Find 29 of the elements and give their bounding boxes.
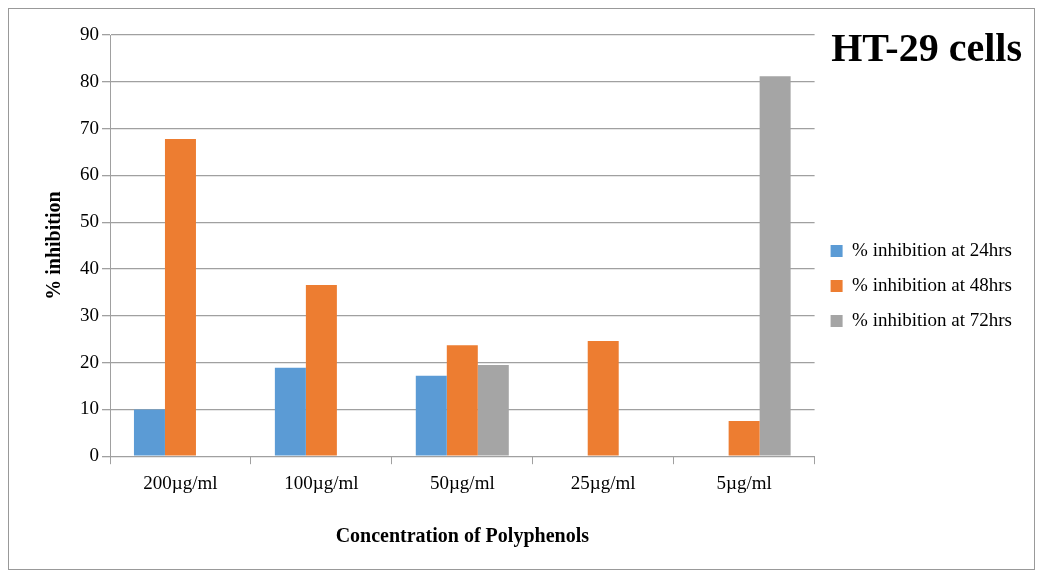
x-axis-title: Concentration of Polyphenols	[335, 524, 590, 548]
y-tick-label: 70	[80, 116, 99, 138]
x-tick-label: 25µg/ml	[570, 471, 636, 493]
y-tick-label: 10	[80, 397, 99, 419]
y-tick-label: 30	[80, 303, 99, 325]
bar	[587, 341, 619, 456]
y-tick-label: 60	[80, 163, 99, 185]
x-tick-label: 100µg/ml	[284, 471, 359, 493]
x-tick-label: 200µg/ml	[143, 471, 218, 493]
x-tick-label: 50µg/ml	[429, 471, 495, 493]
y-tick-label: 40	[80, 256, 99, 278]
bar	[274, 367, 306, 456]
legend-label: % inhibition at 48hrs	[852, 273, 1012, 295]
bar	[415, 375, 447, 456]
bar	[446, 345, 478, 456]
legend-label: % inhibition at 72hrs	[852, 308, 1012, 330]
bar	[728, 421, 760, 456]
text: HT-29 cells	[831, 25, 1022, 71]
bar	[133, 409, 165, 456]
y-tick-label: 0	[89, 444, 99, 466]
bar	[305, 284, 337, 456]
y-tick-label: 50	[80, 210, 99, 232]
x-tick-label: 5µg/ml	[716, 471, 772, 493]
y-axis-title: % inhibition	[42, 191, 65, 300]
y-tick-label: 80	[80, 69, 99, 91]
y-tick-label: 90	[80, 22, 99, 44]
legend-label: % inhibition at 24hrs	[852, 238, 1012, 260]
y-tick-label: 20	[80, 350, 99, 372]
bar	[164, 138, 196, 456]
